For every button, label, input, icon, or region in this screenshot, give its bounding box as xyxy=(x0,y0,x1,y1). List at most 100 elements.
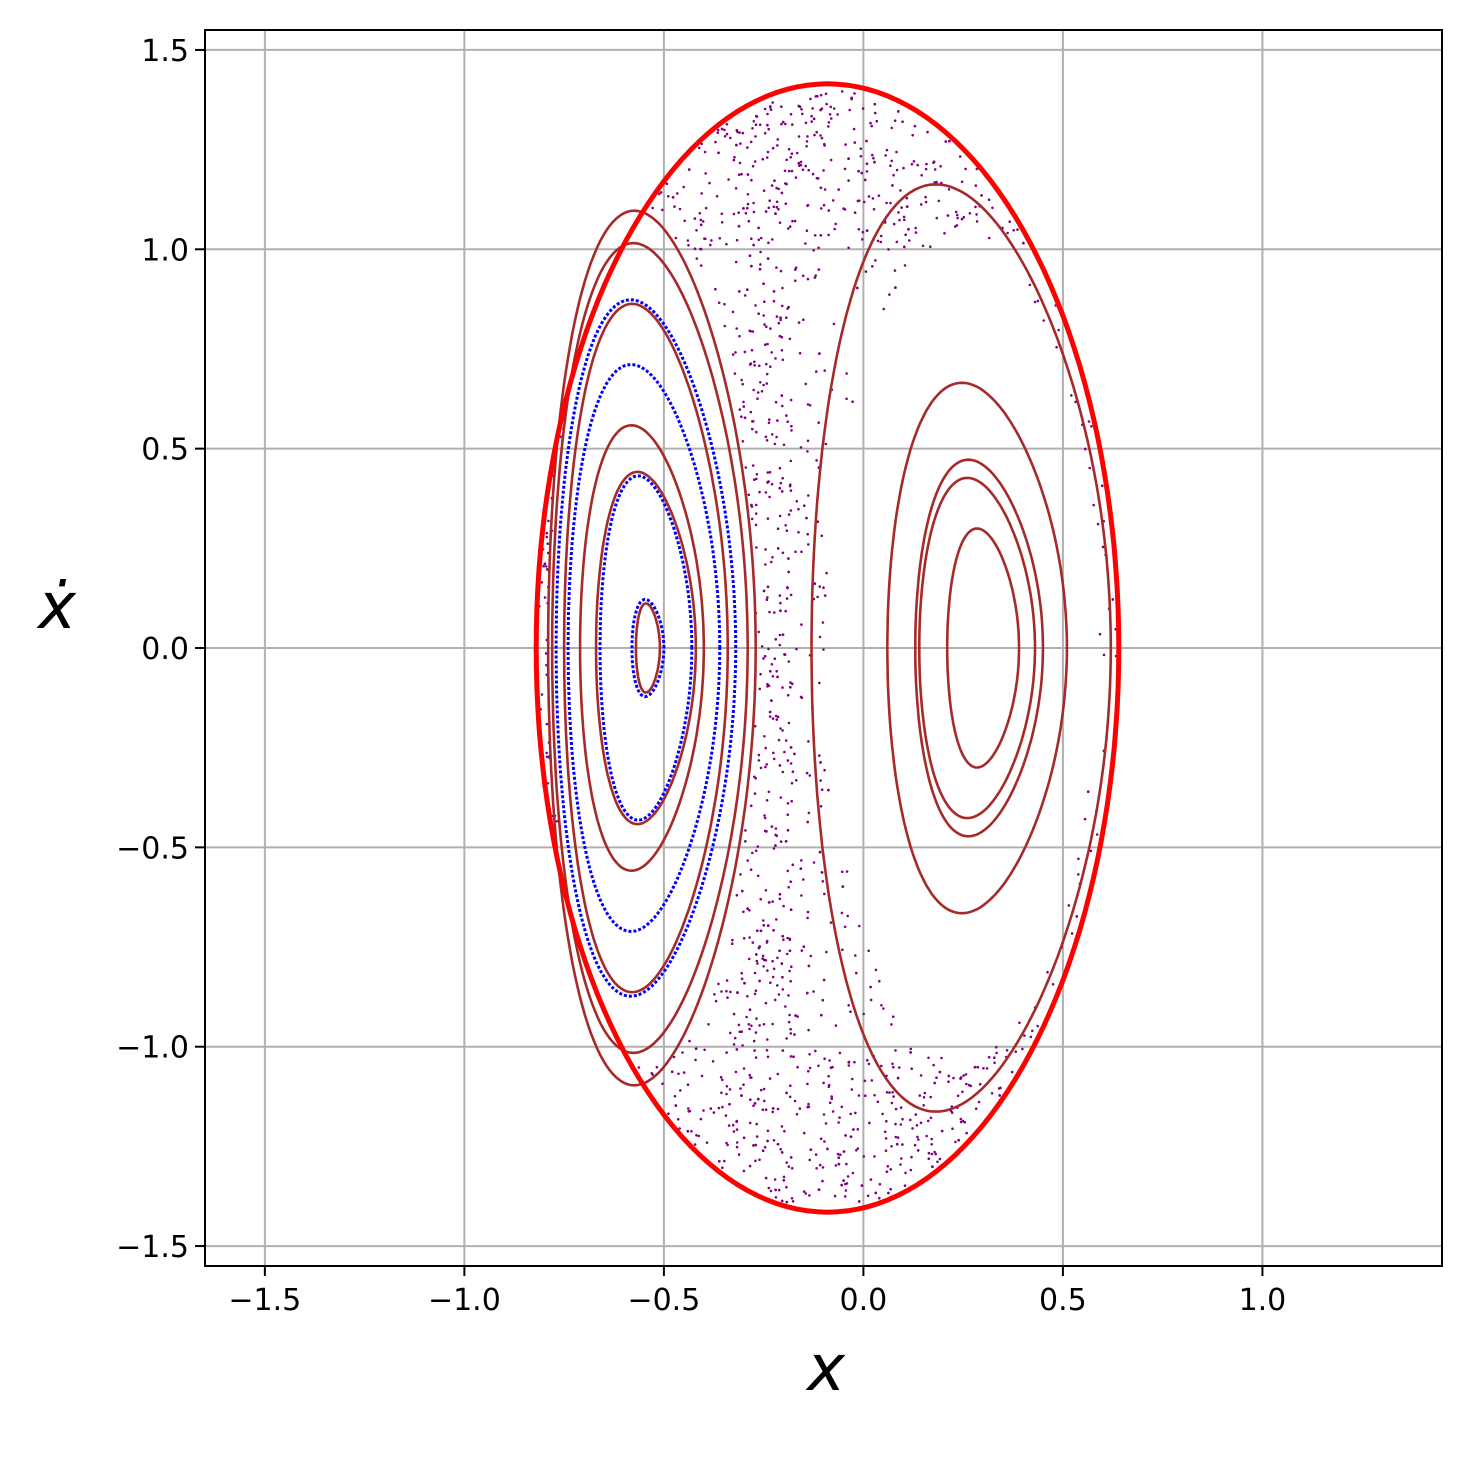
scatter-point xyxy=(771,900,774,903)
scatter-point xyxy=(866,1194,870,1198)
scatter-point xyxy=(1075,915,1079,918)
scatter-point xyxy=(814,1153,818,1156)
scatter-point xyxy=(878,1182,882,1186)
scatter-point xyxy=(818,850,822,854)
scatter-point xyxy=(797,161,801,165)
scatter-point xyxy=(742,1083,745,1086)
scatter-point xyxy=(884,1149,888,1152)
scatter-point xyxy=(772,290,776,293)
scatter-point xyxy=(725,1141,728,1145)
scatter-point xyxy=(731,310,735,314)
scatter-point xyxy=(765,156,769,159)
scatter-point xyxy=(932,1063,935,1067)
scatter-point xyxy=(791,770,795,773)
scatter-point xyxy=(759,766,763,770)
scatter-point xyxy=(755,473,759,476)
scatter-point xyxy=(978,1082,982,1086)
scatter-point xyxy=(892,222,896,226)
scatter-point xyxy=(1029,1035,1033,1039)
scatter-point xyxy=(940,1056,943,1060)
scatter-point xyxy=(853,141,857,144)
scatter-point xyxy=(930,1143,933,1146)
scatter-point xyxy=(787,169,791,173)
scatter-point xyxy=(800,108,803,111)
scatter-point xyxy=(901,120,904,123)
scatter-point xyxy=(913,1143,917,1147)
scatter-point xyxy=(814,274,817,277)
scatter-point xyxy=(738,290,741,293)
scatter-point xyxy=(903,245,906,249)
scatter-point xyxy=(771,959,774,963)
scatter-point xyxy=(728,1031,732,1035)
scatter-point xyxy=(1008,220,1011,223)
scatter-point xyxy=(767,421,771,425)
scatter-point xyxy=(894,1049,897,1052)
scatter-point xyxy=(844,1189,848,1192)
scatter-point xyxy=(786,829,790,832)
boundary-curve xyxy=(533,81,1122,1215)
scatter-point xyxy=(740,172,743,176)
scatter-point xyxy=(711,1060,715,1063)
scatter-point xyxy=(879,234,883,238)
scatter-point xyxy=(832,322,836,326)
scatter-point xyxy=(797,104,801,108)
scatter-point xyxy=(857,228,861,231)
scatter-point xyxy=(819,1137,823,1140)
scatter-point xyxy=(752,420,755,423)
scatter-point xyxy=(703,237,707,241)
scatter-point xyxy=(650,1072,654,1075)
scatter-point xyxy=(781,120,785,124)
scatter-point xyxy=(929,1116,933,1120)
blue-orbit xyxy=(598,474,694,822)
scatter-point xyxy=(889,1168,893,1171)
scatter-point xyxy=(751,427,754,431)
scatter-point xyxy=(882,307,885,311)
scatter-point xyxy=(827,233,830,237)
scatter-point xyxy=(787,994,790,997)
scatter-point xyxy=(841,885,845,888)
scatter-point xyxy=(854,954,857,957)
scatter-point xyxy=(855,971,858,975)
scatter-point xyxy=(764,1001,768,1005)
scatter-point xyxy=(678,207,682,211)
scatter-point xyxy=(655,1065,659,1069)
scatter-point xyxy=(854,1111,857,1115)
scatter-point xyxy=(742,1169,746,1173)
scatter-point xyxy=(851,400,854,404)
scatter-point xyxy=(766,596,769,599)
scatter-point xyxy=(838,1051,842,1055)
scatter-point xyxy=(823,369,826,372)
x-tick-label: −0.5 xyxy=(627,1283,700,1318)
scatter-point xyxy=(780,394,784,397)
scatter-point xyxy=(823,188,827,191)
scatter-point xyxy=(843,1195,847,1198)
scatter-point xyxy=(753,971,757,975)
scatter-point xyxy=(717,151,720,155)
scatter-point xyxy=(768,199,771,202)
scatter-point xyxy=(995,1051,998,1055)
scatter-point xyxy=(750,237,753,240)
scatter-point xyxy=(794,550,797,554)
scatter-point xyxy=(667,195,670,198)
scatter-point xyxy=(764,343,767,347)
scatter-point xyxy=(760,645,764,648)
scatter-point xyxy=(927,1151,931,1155)
scatter-point xyxy=(693,247,697,250)
scatter-point xyxy=(841,948,844,952)
scatter-point xyxy=(863,200,866,204)
scatter-point xyxy=(873,1155,876,1158)
scatter-point xyxy=(884,1137,888,1140)
scatter-point xyxy=(863,178,867,182)
scatter-point xyxy=(709,1107,713,1110)
scatter-point xyxy=(776,1072,780,1076)
scatter-point xyxy=(750,503,753,507)
scatter-point xyxy=(836,113,839,116)
scatter-point xyxy=(820,534,824,538)
scatter-point xyxy=(809,97,812,101)
scatter-point xyxy=(964,1073,968,1076)
scatter-point xyxy=(753,724,757,728)
scatter-point xyxy=(714,999,718,1003)
scatter-point xyxy=(785,316,788,320)
scatter-point xyxy=(752,201,755,205)
scatter-point xyxy=(845,1162,848,1166)
